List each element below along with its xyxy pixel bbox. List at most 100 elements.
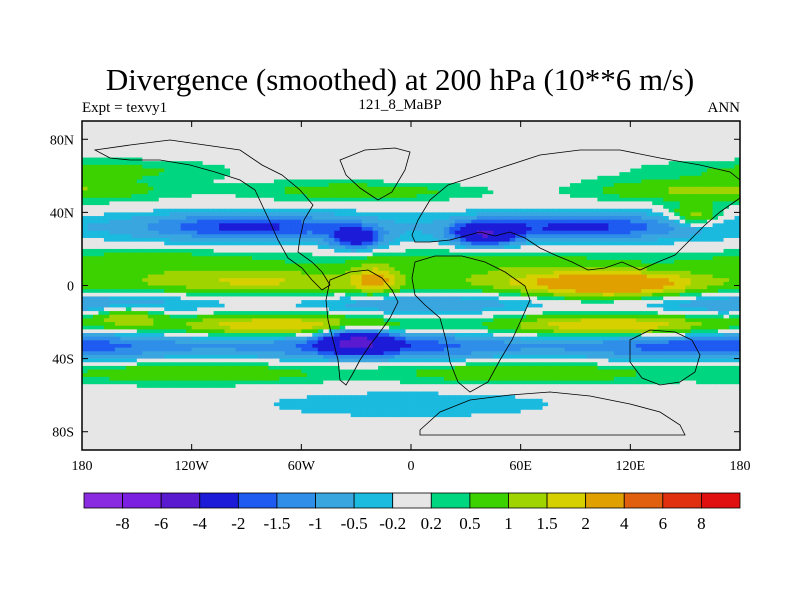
field-cell — [306, 234, 313, 239]
field-cell — [454, 205, 461, 210]
field-cell — [383, 168, 390, 173]
field-cell — [301, 135, 308, 140]
field-cell — [87, 183, 94, 188]
field-cell — [87, 153, 94, 159]
field-cell — [251, 190, 259, 195]
field-cell — [438, 190, 445, 195]
field-cell — [679, 212, 686, 217]
field-cell — [295, 131, 302, 137]
field-cell — [186, 183, 193, 188]
field-cell — [597, 194, 604, 199]
field-cell — [317, 216, 324, 221]
field-cell — [153, 175, 160, 181]
field-cell — [131, 164, 138, 170]
field-cell — [213, 223, 220, 228]
field-cell — [559, 194, 566, 199]
field-cell — [465, 256, 472, 261]
field-cell — [465, 270, 472, 276]
field-cell — [230, 183, 237, 188]
field-cell — [175, 248, 182, 254]
field-cell — [202, 237, 209, 243]
field-cell — [328, 256, 335, 261]
field-cell — [652, 256, 659, 261]
field-cell — [471, 248, 478, 254]
field-cell — [580, 139, 588, 144]
field-cell — [87, 252, 94, 257]
field-cell — [142, 219, 149, 224]
field-cell — [515, 186, 522, 192]
field-cell — [131, 248, 138, 254]
field-cell — [191, 135, 198, 140]
field-cell — [367, 216, 374, 221]
field-cell — [734, 234, 740, 239]
field-cell — [586, 208, 593, 213]
field-cell — [679, 164, 686, 170]
field-cell — [515, 216, 522, 221]
field-cell — [241, 245, 248, 250]
field-cell — [268, 153, 275, 159]
field-cell — [334, 241, 341, 246]
field-cell — [350, 230, 357, 235]
field-cell — [570, 175, 577, 181]
field-cell — [602, 227, 609, 232]
field-cell — [602, 194, 609, 199]
field-cell — [361, 179, 368, 184]
field-cell — [668, 241, 675, 246]
field-cell — [438, 234, 445, 239]
field-cell — [679, 227, 686, 232]
field-cell — [268, 241, 275, 246]
field-cell — [175, 183, 182, 188]
field-cell — [169, 139, 176, 144]
field-cell — [290, 237, 297, 243]
chart-title: Divergence (smoothed) at 200 hPa (10**6 … — [105, 62, 695, 97]
field-cell — [389, 131, 396, 137]
field-cell — [328, 175, 335, 181]
field-cell — [449, 183, 456, 188]
field-cell — [602, 212, 609, 217]
field-cell — [679, 146, 686, 151]
field-cell — [597, 131, 604, 137]
field-cell — [630, 135, 637, 140]
field-cell — [372, 175, 379, 181]
field-cell — [652, 263, 659, 268]
field-cell — [493, 230, 500, 235]
field-cell — [257, 219, 264, 224]
field-cell — [657, 256, 664, 261]
field-cell — [531, 146, 538, 151]
field-cell — [98, 237, 105, 243]
field-cell — [438, 168, 445, 173]
field-cell — [372, 124, 379, 129]
field-cell — [707, 252, 714, 257]
field-cell — [301, 153, 308, 159]
field-cell — [103, 142, 111, 148]
field-cell — [498, 197, 505, 203]
field-cell — [98, 259, 105, 265]
field-cell — [663, 164, 670, 170]
field-cell — [328, 131, 335, 137]
field-cell — [142, 248, 149, 254]
field-cell — [147, 124, 154, 129]
field-cell — [443, 223, 450, 228]
field-cell — [295, 227, 302, 232]
field-cell — [570, 179, 577, 184]
field-cell — [542, 179, 549, 184]
field-cell — [559, 157, 566, 162]
field-cell — [98, 219, 105, 224]
field-cell — [394, 183, 401, 188]
field-cell — [613, 230, 620, 235]
field-cell — [580, 248, 588, 254]
field-cell — [109, 234, 116, 239]
field-cell — [718, 252, 725, 257]
field-cell — [712, 219, 719, 224]
field-cell — [531, 128, 538, 133]
field-cell — [367, 194, 374, 199]
field-cell — [317, 168, 324, 173]
field-cell — [400, 124, 407, 129]
field-cell — [241, 175, 248, 181]
field-cell — [537, 216, 544, 221]
field-cell — [378, 256, 385, 261]
field-cell — [712, 259, 719, 265]
field-cell — [591, 194, 599, 199]
field-cell — [235, 248, 242, 254]
field-cell — [175, 263, 182, 268]
